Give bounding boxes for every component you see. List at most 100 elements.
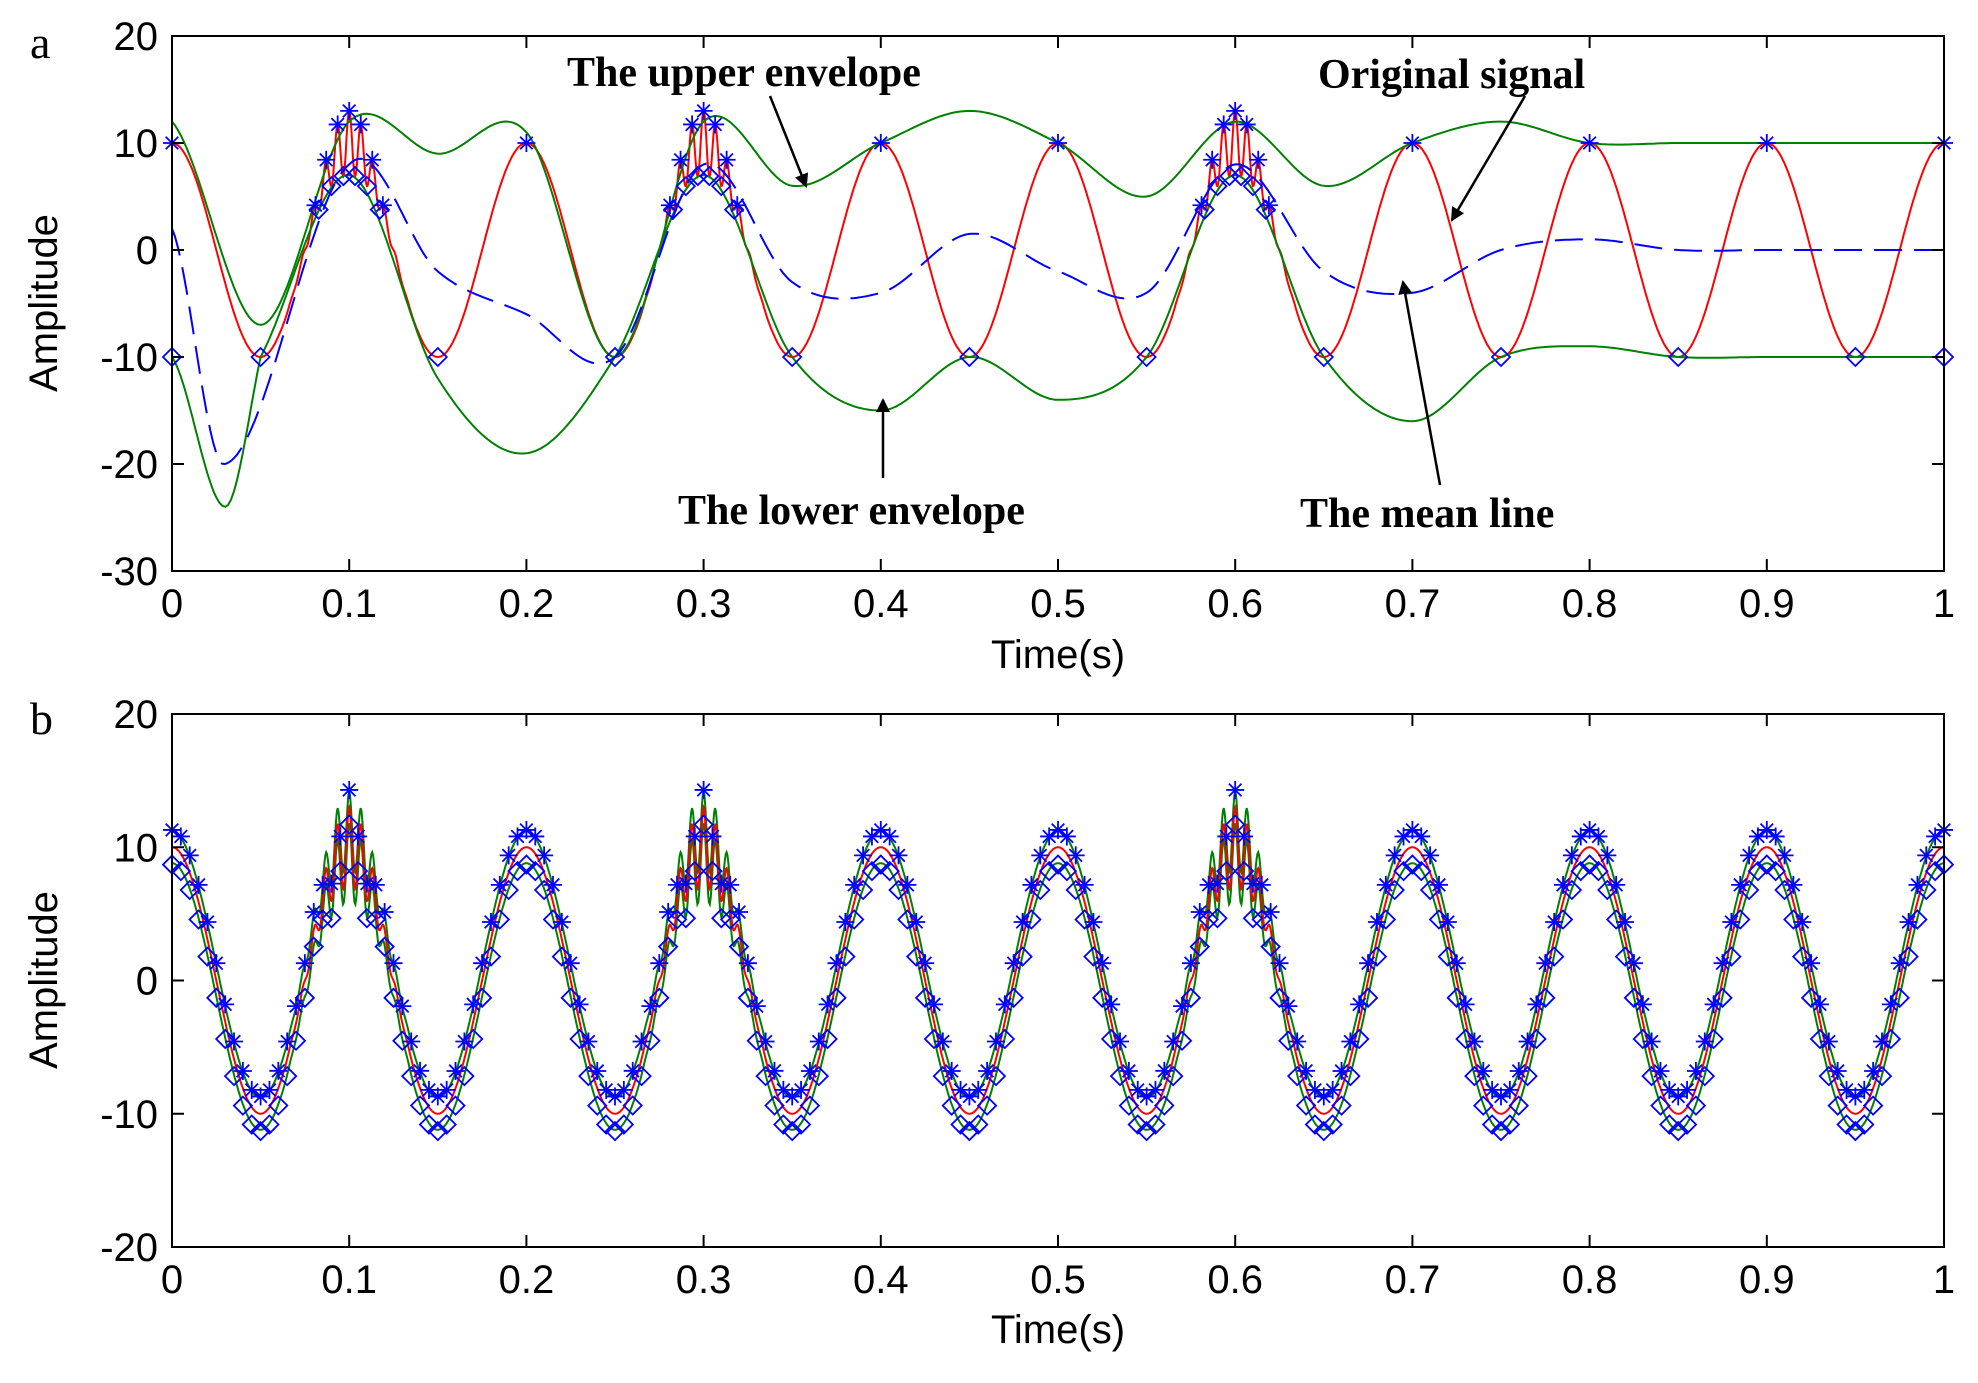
- panel-b-minimum-marker: [587, 1095, 608, 1116]
- panel-b-minimum-marker: [711, 907, 732, 929]
- panel-b-minimum-marker: [976, 1095, 998, 1116]
- panel-b-minimum-marker: [1260, 936, 1281, 957]
- panel-b-minimum-marker: [330, 860, 351, 882]
- panel-b-minimum-marker: [1224, 814, 1246, 835]
- panel-b-minimum-marker: [1588, 860, 1609, 882]
- panel-b-x-tick-label: 0: [161, 1258, 183, 1302]
- panel-b-maximum-marker: [730, 903, 749, 922]
- panel-b-maximum-marker: [1288, 1032, 1307, 1051]
- panel-b-x-ticks: 0 0.1 0.2 0.3 0.4 0.5 0.6 0.7 0.8 0.9 1: [161, 714, 1955, 1302]
- panel-b-maximum-marker: [1075, 875, 1094, 894]
- panel-b-maximum-marker: [393, 997, 412, 1016]
- panel-b-minimum-marker: [1703, 1028, 1724, 1050]
- panel-b-minimum-marker: [321, 907, 342, 929]
- panel-b-minimum-marker: [1207, 907, 1228, 929]
- panel-b-minimum-marker: [1251, 909, 1273, 930]
- panel-a-y-tick-label: 0: [136, 229, 158, 273]
- panel-b-x-tick-label: 0.5: [1030, 1258, 1086, 1302]
- panel-b-maximum-marker: [1855, 1080, 1874, 1099]
- panel-b-minimum-marker: [427, 1120, 449, 1142]
- panel-b-maximum-marker: [1111, 1032, 1130, 1051]
- panel-b-maximum-marker: [1483, 1080, 1502, 1099]
- panel-b-maximum-marker: [579, 1032, 598, 1051]
- panel-b-minimum-marker: [1800, 987, 1822, 1009]
- panel-b-axes-frame: [171, 713, 1945, 1248]
- maximum-marker: [1214, 115, 1233, 134]
- panel-b-x-tick-label: 1: [1933, 1258, 1955, 1302]
- panel-b-minimum-marker: [560, 987, 581, 1009]
- panel-b-minimum-marker: [764, 1095, 785, 1116]
- panel-b-x-tick-label: 0.2: [499, 1258, 555, 1302]
- panel-b-maximum-marker: [1722, 913, 1741, 932]
- panel-b-maximum-marker: [738, 954, 757, 973]
- panel-b-y-tick-label: 10: [114, 826, 159, 870]
- panel-b-minimum-marker: [649, 987, 670, 1009]
- panel-b-minimum-marker: [604, 1120, 626, 1142]
- panel-b-minimum-marker: [197, 946, 218, 967]
- panel-b-maximum-marker: [641, 997, 660, 1016]
- panel-b-minimum-marker: [1295, 1095, 1317, 1116]
- panel-b-y-tick-label: 20: [114, 693, 159, 737]
- panel-b-minimum-marker: [719, 909, 741, 930]
- minimum-marker: [675, 175, 697, 197]
- panel-b-maximum-marker: [295, 954, 314, 973]
- panel-a-x-tick-label: 0.4: [853, 582, 909, 626]
- annotation-mean-line: The mean line: [1300, 491, 1554, 537]
- panel-b-minimum-marker: [356, 907, 378, 929]
- panel-b-minimum-marker: [985, 1065, 1007, 1087]
- panel-b-maximum-marker: [1545, 913, 1564, 932]
- panel-b-minimum-marker: [418, 1114, 440, 1135]
- panel-b-maximum-marker: [597, 1080, 616, 1099]
- panel-b-minimum-marker: [489, 909, 511, 930]
- panel-b-minimum-marker: [1667, 1120, 1689, 1142]
- panel-b-minimum-marker: [1030, 879, 1051, 901]
- panel-b-minimum-marker: [1189, 936, 1211, 957]
- panel-b-minimum-marker: [1623, 987, 1645, 1009]
- panel-b-minimum-marker: [1145, 1114, 1166, 1135]
- minimum-marker: [781, 346, 803, 368]
- panel-b-minimum-marker: [941, 1095, 962, 1116]
- panel-b-minimum-marker: [1836, 1114, 1857, 1135]
- panel-b-minimum-marker: [1331, 1095, 1352, 1116]
- panel-b-maximum-marker: [924, 995, 943, 1014]
- maximum-marker: [363, 150, 382, 169]
- panel-b-minimum-marker: [1056, 860, 1078, 882]
- panel-b-minimum-marker: [480, 946, 502, 967]
- panel-b-maximum-marker: [1031, 846, 1050, 865]
- panel-b-maximum-marker: [1102, 995, 1121, 1014]
- panel-b-minimum-marker: [967, 1114, 989, 1135]
- panel-b-minimum-marker: [1517, 1065, 1538, 1087]
- minimum-marker: [308, 199, 329, 220]
- panel-b-maximum-marker: [349, 827, 368, 846]
- maximum-marker: [694, 101, 713, 120]
- panel-b-x-tick-label: 0.8: [1562, 1258, 1618, 1302]
- panel-b-maximum-marker: [1279, 997, 1298, 1016]
- maximum-marker: [340, 101, 359, 120]
- panel-b-maximum-marker: [854, 846, 873, 865]
- panel-b-maximum-marker: [1217, 827, 1236, 846]
- panel-b-minimum-marker: [852, 879, 874, 901]
- panel-b-minimum-marker: [1127, 1114, 1149, 1135]
- minimum-marker: [1194, 199, 1215, 220]
- panel-b-minimum-marker: [1579, 854, 1600, 875]
- panel-b-maximum-marker: [1093, 954, 1112, 973]
- panel-b-minimum-marker: [542, 909, 564, 930]
- panel-a-y-axis-label: Amplitude: [22, 214, 66, 392]
- panel-a-y-tick-label: 20: [114, 15, 159, 59]
- panel-b-maximum-marker: [1784, 875, 1803, 894]
- panel-b-minimum-marker: [781, 1120, 803, 1142]
- panel-b-x-tick-label: 0.9: [1739, 1258, 1795, 1302]
- minimum-marker: [250, 346, 271, 368]
- panel-b-minimum-marker: [1871, 1065, 1893, 1087]
- panel-b-minimum-marker: [241, 1114, 263, 1135]
- panel-b-maximum-marker: [933, 1032, 952, 1051]
- panel-b-maximum-marker: [384, 954, 403, 973]
- maximum-marker: [671, 150, 690, 169]
- panel-b-maximum-marker: [552, 913, 571, 932]
- panel-a-y-tick-label: -30: [100, 550, 158, 594]
- minimum-marker: [711, 175, 732, 197]
- panel-b-minimum-marker: [232, 1095, 254, 1116]
- maximum-marker: [1192, 196, 1211, 215]
- panel-b-minimum-marker: [1676, 1114, 1698, 1135]
- panel-b-minimum-marker: [923, 1028, 945, 1050]
